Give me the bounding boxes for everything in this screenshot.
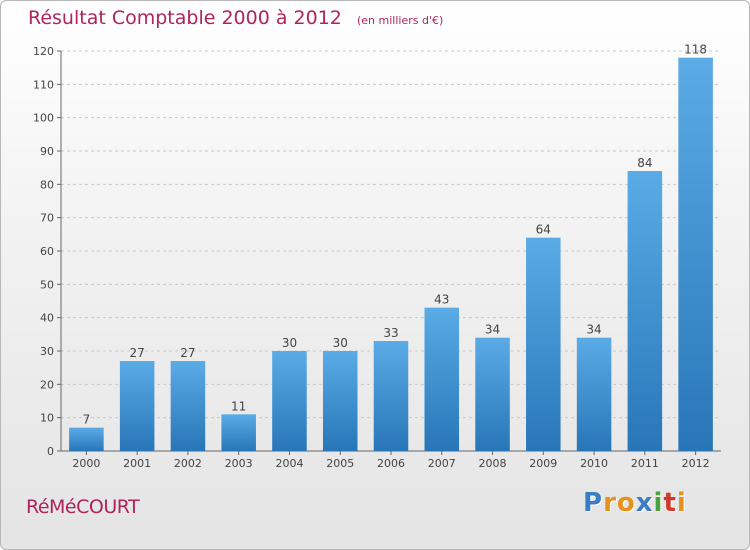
y-tick-label: 30 [40,345,54,358]
x-tick-label: 2001 [123,457,151,470]
logo-letter: r [603,488,617,518]
data-label: 33 [383,326,398,340]
data-label: 30 [333,336,348,350]
y-tick-label: 80 [40,178,54,191]
data-label: 84 [637,156,652,170]
logo-letter: o [616,488,636,518]
data-label: 30 [282,336,297,350]
x-tick-label: 2008 [479,457,507,470]
x-tick-label: 2005 [326,457,354,470]
x-tick-label: 2004 [275,457,303,470]
x-tick-label: 2003 [225,457,253,470]
bar-2006 [373,341,409,451]
logo-letter: P [583,488,604,518]
bar-2011 [627,171,663,451]
data-label: 27 [180,346,195,360]
logo-letter: i [653,488,664,518]
y-tick-label: 20 [40,378,54,391]
data-labels: 7 27 27 11 30 30 33 43 34 64 34 84 118 [83,43,708,427]
data-label: 34 [586,323,601,337]
data-label: 118 [684,43,707,57]
bar-2000 [69,427,104,451]
chart-title: Résultat Comptable 2000 à 2012 [28,7,342,29]
y-tick-label: 40 [40,312,54,325]
proxiti-logo: Proxiti [583,488,687,518]
y-tick-label: 10 [40,412,54,425]
chart-unit: (en milliers d'€) [356,14,444,27]
data-label: 7 [83,413,91,427]
place-name: RéMéCOURT [26,496,140,518]
y-tick-label: 50 [40,278,54,291]
bars [69,57,713,452]
x-tick-label: 2011 [631,457,659,470]
logo-letter: t [663,488,677,518]
bar-2004 [272,351,307,451]
x-tick-label: 2006 [377,457,405,470]
data-label: 11 [231,399,246,413]
bar-2010 [576,337,612,451]
bar-2012 [678,57,713,452]
data-label: 27 [130,346,145,360]
y-tick-label: 60 [40,245,54,258]
x-tick-label: 2010 [580,457,608,470]
x-tick-label: 2009 [529,457,557,470]
axes: 0 10 20 30 40 50 60 70 80 90 100 110 120 2000 2001 2002… [33,45,721,470]
x-tick-label: 2007 [428,457,456,470]
x-tick-label: 2000 [72,457,100,470]
y-tick-label: 90 [40,145,54,158]
chart-title-row: Résultat Comptable 2000 à 2012 (en milli… [28,7,443,29]
y-tick-label: 100 [33,112,54,125]
y-tick-label: 70 [40,212,54,225]
bar-2008 [475,337,510,451]
bar-2005 [322,351,358,451]
bar-2009 [526,237,561,451]
data-label: 64 [536,223,551,237]
y-tick-label: 110 [33,78,54,91]
x-tick-label: 2002 [174,457,202,470]
bar-2002 [170,361,206,451]
y-tick-label: 0 [47,445,54,458]
logo-letter: i [676,488,687,518]
x-tick-label: 2012 [682,457,710,470]
bar-2001 [119,361,155,451]
bar-2007 [424,307,460,451]
data-label: 34 [485,323,500,337]
y-tick-label: 120 [33,45,54,58]
logo-letter: x [635,488,654,518]
data-label: 43 [434,293,449,307]
bar-2003 [221,414,256,451]
